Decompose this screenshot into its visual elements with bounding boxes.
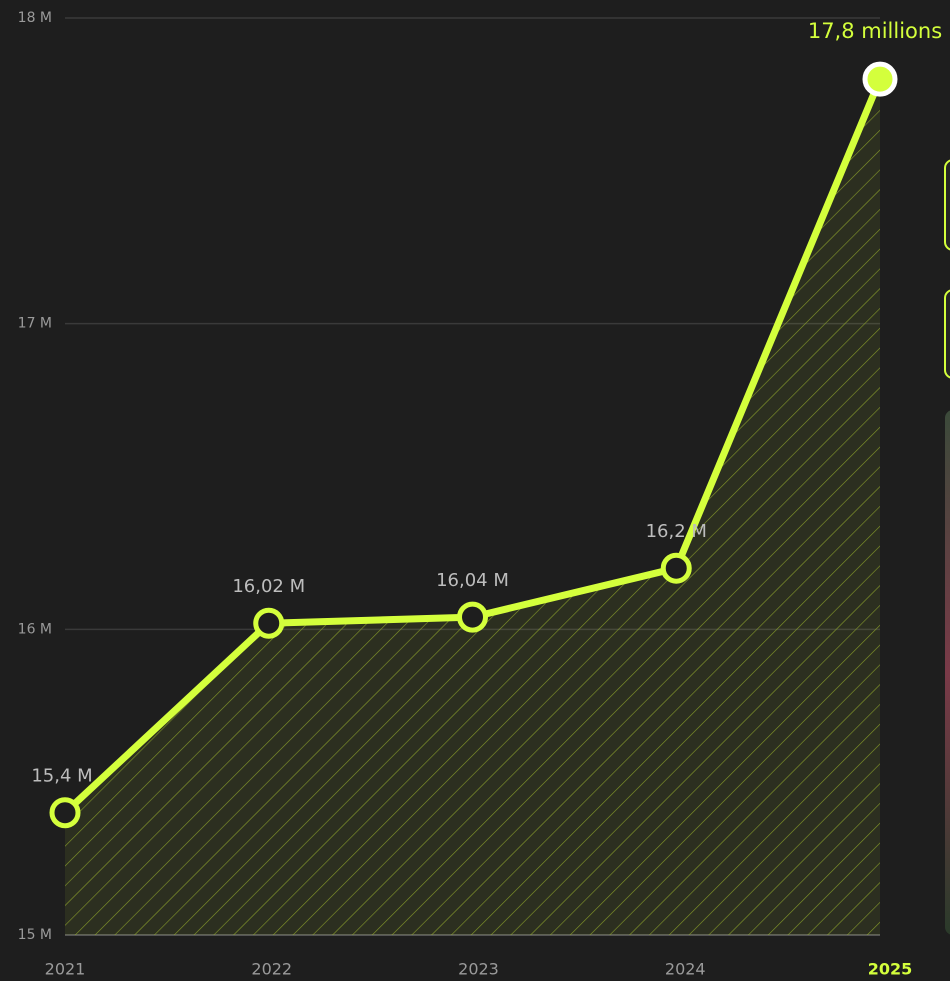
value-label: 16,2 M [646, 521, 707, 542]
point [457, 601, 488, 633]
point [253, 607, 285, 639]
x-tick-label: 2023 [458, 960, 499, 979]
area-tint [65, 79, 880, 936]
point [660, 552, 692, 584]
area [65, 79, 880, 936]
x-tick-label: 2025 [868, 960, 913, 979]
value-label: 15,4 M [31, 766, 92, 787]
side-card [944, 289, 950, 379]
x-tick-label: 2022 [251, 960, 292, 979]
side-image [945, 410, 950, 935]
y-tick-label: 16 M [18, 621, 52, 637]
point [862, 61, 898, 97]
x-tick-label: 2021 [45, 960, 86, 979]
point [49, 797, 81, 829]
value-label: 16,04 M [436, 570, 509, 591]
value-label: 16,02 M [232, 576, 305, 597]
value-label: 17,8 millions [808, 19, 942, 43]
x-tick-label: 2024 [665, 960, 706, 979]
side-card [944, 159, 950, 251]
y-tick-label: 18 M [18, 10, 52, 26]
y-tick-label: 17 M [18, 316, 52, 332]
y-tick-label: 15 M [18, 927, 52, 943]
